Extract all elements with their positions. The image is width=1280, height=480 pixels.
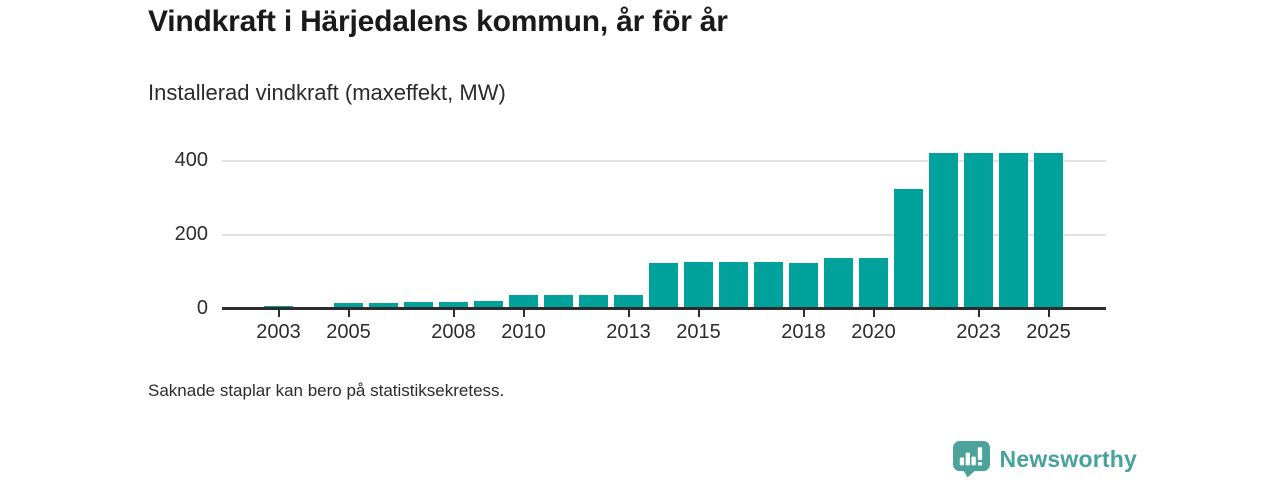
bar-2021 <box>894 189 923 309</box>
x-axis-label-2003: 2003 <box>256 321 301 343</box>
gridline-y-200 <box>222 233 1106 236</box>
bar-2013 <box>614 295 643 309</box>
x-tick-2023 <box>977 310 980 317</box>
bar-2011 <box>544 295 573 309</box>
x-axis-label-2025: 2025 <box>1026 321 1071 343</box>
x-axis-label-2008: 2008 <box>431 321 476 343</box>
bar-2006 <box>369 303 398 309</box>
y-axis-label-0: 0 <box>196 297 208 319</box>
bar-2008 <box>439 302 468 309</box>
x-tick-2003 <box>277 310 280 317</box>
x-axis-label-2005: 2005 <box>326 321 371 343</box>
chart-subtitle: Installerad vindkraft (maxeffekt, MW) <box>148 80 506 105</box>
bar-2016 <box>719 262 748 309</box>
bar-2012 <box>579 295 608 309</box>
x-tick-2005 <box>347 310 350 317</box>
x-tick-2025 <box>1047 310 1050 317</box>
newsworthy-logo-text: Newsworthy <box>999 446 1137 472</box>
x-axis-label-2015: 2015 <box>676 321 721 343</box>
x-axis-label-2023: 2023 <box>956 321 1001 343</box>
x-axis-label-2020: 2020 <box>851 321 896 343</box>
bar-2019 <box>824 258 853 309</box>
x-axis-label-2010: 2010 <box>501 321 546 343</box>
bar-2005 <box>334 303 363 309</box>
bar-2010 <box>509 295 538 309</box>
bar-2023 <box>964 153 993 309</box>
x-tick-2020 <box>872 310 875 317</box>
x-axis-line <box>222 307 1106 310</box>
bar-2007 <box>404 302 433 309</box>
bar-2015 <box>684 262 713 309</box>
bar-2018 <box>789 263 818 309</box>
x-axis-label-2013: 2013 <box>606 321 651 343</box>
y-axis-label-400: 400 <box>174 148 208 171</box>
x-axis-label-2018: 2018 <box>781 321 826 343</box>
bar-2025 <box>1034 153 1063 309</box>
x-tick-2010 <box>522 310 525 317</box>
newsworthy-logo[interactable]: Newsworthy <box>952 440 1137 478</box>
chart-title: Vindkraft i Härjedalens kommun, år för å… <box>148 5 728 38</box>
y-axis-label-200: 200 <box>174 222 208 245</box>
x-tick-2018 <box>802 310 805 317</box>
x-tick-2013 <box>627 310 630 317</box>
bar-2024 <box>999 153 1028 309</box>
newsworthy-speech-bubble-bar-chart-icon <box>952 440 990 478</box>
x-tick-2015 <box>697 310 700 317</box>
bar-2017 <box>754 262 783 309</box>
chart-footnote: Saknade staplar kan bero på statistiksek… <box>148 381 505 400</box>
bar-2014 <box>649 263 678 309</box>
bar-2022 <box>929 153 958 309</box>
bar-2020 <box>859 258 888 309</box>
gridline-y-400 <box>222 159 1106 162</box>
x-tick-2008 <box>452 310 455 317</box>
bar-2009 <box>474 301 503 309</box>
